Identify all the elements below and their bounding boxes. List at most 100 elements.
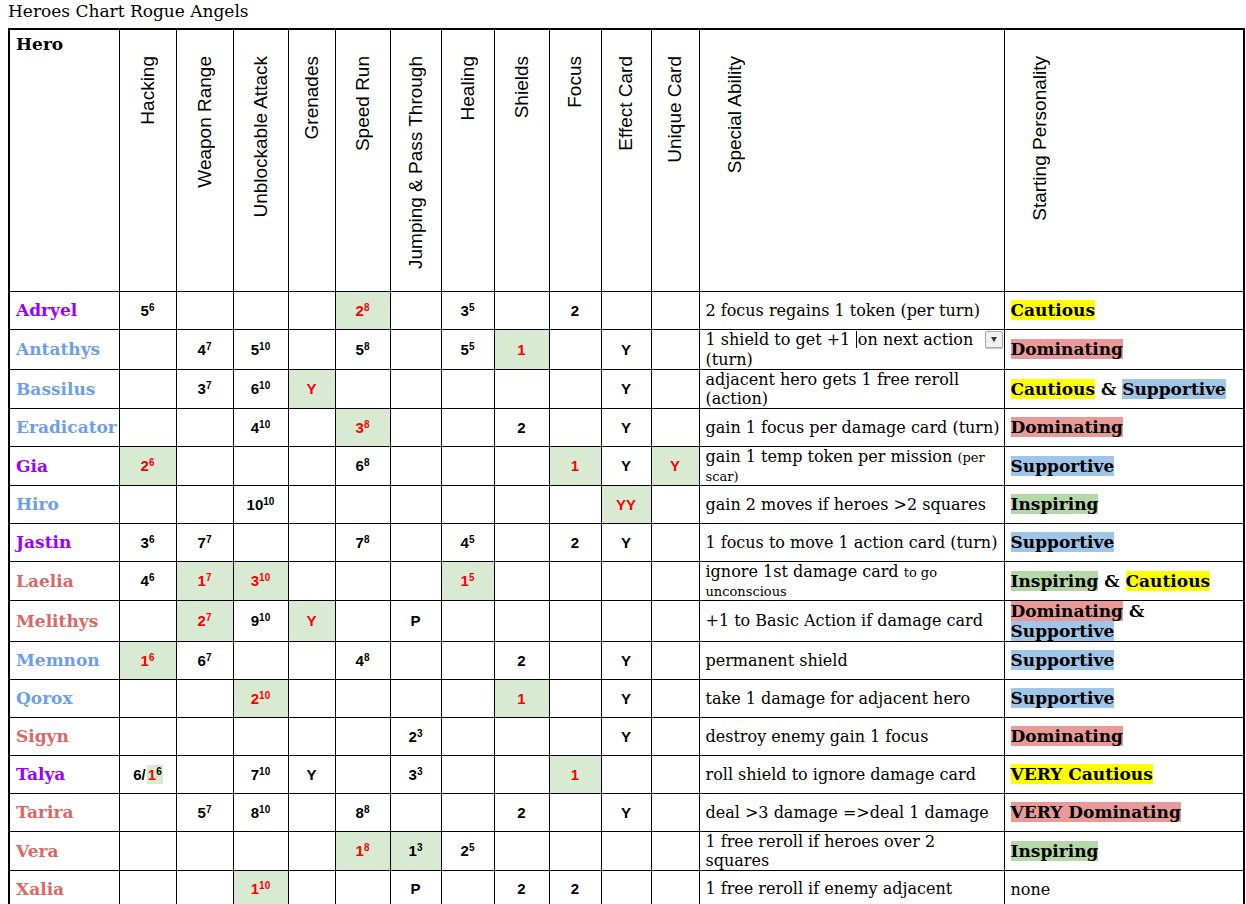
cell-healing[interactable]	[441, 600, 494, 641]
hero-name-cell[interactable]: Laelia	[9, 561, 119, 600]
cell-unblockable-attack[interactable]	[233, 523, 288, 561]
cell-hacking[interactable]	[119, 870, 176, 904]
cell-shields[interactable]: 2	[494, 870, 549, 904]
cell-speed-run[interactable]: 58	[335, 329, 390, 369]
cell-focus[interactable]	[549, 679, 601, 717]
special-ability-cell[interactable]: destroy enemy gain 1 focus	[699, 717, 1004, 755]
cell-weapon-range[interactable]	[176, 485, 233, 523]
cell-healing[interactable]	[441, 408, 494, 446]
cell-weapon-range[interactable]: 47	[176, 329, 233, 369]
cell-unblockable-attack[interactable]: 110	[233, 870, 288, 904]
personality-cell[interactable]: Dominating & Supportive	[1004, 600, 1244, 641]
cell-hacking[interactable]	[119, 600, 176, 641]
cell-unique-card[interactable]	[651, 600, 699, 641]
cell-speed-run[interactable]: 18	[335, 831, 390, 870]
cell-effect-card[interactable]	[601, 561, 651, 600]
special-ability-cell[interactable]: permanent shield	[699, 641, 1004, 679]
cell-healing[interactable]	[441, 717, 494, 755]
cell-grenades[interactable]: Y	[288, 600, 335, 641]
cell-unblockable-attack[interactable]	[233, 641, 288, 679]
special-ability-cell[interactable]: gain 1 temp token per mission (per scar)	[699, 446, 1004, 485]
cell-healing[interactable]	[441, 679, 494, 717]
special-ability-cell[interactable]: 1 free reroll if enemy adjacent	[699, 870, 1004, 904]
cell-weapon-range[interactable]: 27	[176, 600, 233, 641]
cell-unique-card[interactable]	[651, 369, 699, 408]
cell-grenades[interactable]	[288, 408, 335, 446]
cell-shields[interactable]	[494, 600, 549, 641]
personality-cell[interactable]: Supportive	[1004, 679, 1244, 717]
cell-grenades[interactable]	[288, 831, 335, 870]
cell-effect-card[interactable]	[601, 831, 651, 870]
cell-hacking[interactable]: 16	[119, 641, 176, 679]
cell-healing[interactable]: 15	[441, 561, 494, 600]
cell-focus[interactable]	[549, 485, 601, 523]
hero-name-cell[interactable]: Tarira	[9, 793, 119, 831]
cell-hacking[interactable]	[119, 408, 176, 446]
column-header-hacking[interactable]: Hacking	[119, 29, 176, 291]
cell-effect-card[interactable]: Y	[601, 408, 651, 446]
cell-unique-card[interactable]	[651, 523, 699, 561]
column-header-special-ability[interactable]: Special Ability	[699, 29, 1004, 291]
cell-speed-run[interactable]	[335, 485, 390, 523]
cell-grenades[interactable]	[288, 793, 335, 831]
cell-effect-card[interactable]: Y	[601, 523, 651, 561]
cell-hacking[interactable]: 36	[119, 523, 176, 561]
cell-unique-card[interactable]	[651, 679, 699, 717]
cell-jumping-pass-through[interactable]	[390, 523, 441, 561]
cell-unique-card[interactable]	[651, 793, 699, 831]
column-header-effect-card[interactable]: Effect Card	[601, 29, 651, 291]
cell-effect-card[interactable]	[601, 291, 651, 329]
cell-focus[interactable]	[549, 600, 601, 641]
cell-unblockable-attack[interactable]: 610	[233, 369, 288, 408]
cell-shields[interactable]	[494, 755, 549, 793]
cell-shields[interactable]	[494, 717, 549, 755]
cell-effect-card[interactable]: Y	[601, 793, 651, 831]
cell-weapon-range[interactable]: 17	[176, 561, 233, 600]
column-header-speed-run[interactable]: Speed Run	[335, 29, 390, 291]
special-ability-cell[interactable]: ignore 1st damage card to go unconscious	[699, 561, 1004, 600]
cell-speed-run[interactable]	[335, 561, 390, 600]
column-header-shields[interactable]: Shields	[494, 29, 549, 291]
cell-weapon-range[interactable]	[176, 408, 233, 446]
cell-effect-card[interactable]: Y	[601, 641, 651, 679]
cell-hacking[interactable]: 26	[119, 446, 176, 485]
cell-focus[interactable]	[549, 641, 601, 679]
special-ability-cell[interactable]: adjacent hero gets 1 free reroll (action…	[699, 369, 1004, 408]
cell-speed-run[interactable]: 78	[335, 523, 390, 561]
cell-grenades[interactable]	[288, 679, 335, 717]
cell-healing[interactable]	[441, 755, 494, 793]
hero-name-cell[interactable]: Hiro	[9, 485, 119, 523]
cell-shields[interactable]	[494, 561, 549, 600]
cell-unique-card[interactable]	[651, 329, 699, 369]
cell-speed-run[interactable]	[335, 717, 390, 755]
personality-cell[interactable]: Dominating	[1004, 408, 1244, 446]
cell-unique-card[interactable]	[651, 561, 699, 600]
hero-name-cell[interactable]: Melithys	[9, 600, 119, 641]
personality-cell[interactable]: Dominating	[1004, 717, 1244, 755]
ability-cell-dropdown-button[interactable]	[985, 331, 1003, 348]
personality-cell[interactable]: VERY Dominating	[1004, 793, 1244, 831]
column-header-grenades[interactable]: Grenades	[288, 29, 335, 291]
cell-speed-run[interactable]: 48	[335, 641, 390, 679]
cell-focus[interactable]: 2	[549, 291, 601, 329]
cell-focus[interactable]: 2	[549, 870, 601, 904]
personality-cell[interactable]: VERY Cautious	[1004, 755, 1244, 793]
cell-healing[interactable]: 55	[441, 329, 494, 369]
cell-weapon-range[interactable]	[176, 717, 233, 755]
cell-healing[interactable]: 45	[441, 523, 494, 561]
personality-cell[interactable]: Supportive	[1004, 523, 1244, 561]
cell-hacking[interactable]	[119, 679, 176, 717]
cell-grenades[interactable]: Y	[288, 755, 335, 793]
cell-grenades[interactable]	[288, 523, 335, 561]
cell-grenades[interactable]	[288, 291, 335, 329]
cell-speed-run[interactable]: 28	[335, 291, 390, 329]
cell-unblockable-attack[interactable]	[233, 831, 288, 870]
cell-jumping-pass-through[interactable]: 33	[390, 755, 441, 793]
cell-speed-run[interactable]	[335, 870, 390, 904]
cell-healing[interactable]	[441, 446, 494, 485]
personality-cell[interactable]: Supportive	[1004, 446, 1244, 485]
cell-jumping-pass-through[interactable]	[390, 291, 441, 329]
cell-jumping-pass-through[interactable]: 23	[390, 717, 441, 755]
cell-jumping-pass-through[interactable]	[390, 446, 441, 485]
cell-unique-card[interactable]	[651, 831, 699, 870]
